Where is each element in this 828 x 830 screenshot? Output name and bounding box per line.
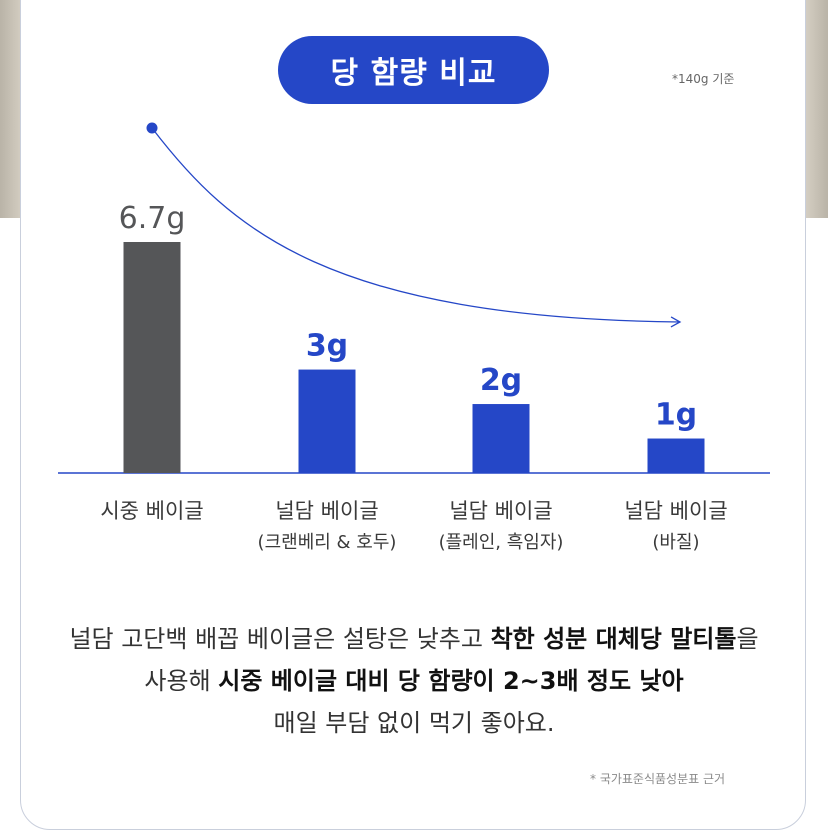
bar-3 [647, 438, 705, 473]
category-label-0: 시중 베이글 [52, 494, 252, 528]
description-text: 사용해 [144, 667, 219, 695]
category-label-3: 널담 베이글 (바질) [576, 494, 776, 558]
description-text: 을 [736, 625, 759, 653]
trend-arrow [151, 127, 682, 328]
category-label-2: 널담 베이글 (플레인, 흑임자) [401, 494, 601, 558]
value-label-1: 3g [306, 329, 348, 364]
value-label-0: 6.7g [119, 201, 186, 236]
category-name: 널담 베이글 [449, 499, 553, 523]
description-line-2: 사용해 시중 베이글 대비 당 함량이 2~3배 정도 낮아 [0, 660, 828, 702]
description-highlight: 시중 베이글 대비 당 함량이 2~3배 정도 낮아 [218, 667, 684, 695]
value-label-3: 1g [655, 398, 697, 433]
description-line-3: 매일 부담 없이 먹기 좋아요. [273, 709, 555, 737]
bars-group [123, 242, 705, 473]
category-subname: (플레인, 흑임자) [438, 532, 564, 553]
description-highlight: 착한 성분 대체당 말티톨 [490, 625, 737, 653]
category-label-1: 널담 베이글 (크랜베리 & 호두) [227, 494, 427, 558]
category-name: 널담 베이글 [624, 499, 728, 523]
description: 널담 고단백 배꼽 베이글은 설탕은 낮추고 착한 성분 대체당 말티톨을 사용… [0, 618, 828, 744]
bar-2 [472, 404, 530, 473]
category-name: 널담 베이글 [275, 499, 379, 523]
value-labels-group: 6.7g 3g 2g 1g [119, 201, 698, 433]
category-subname: (크랜베리 & 호두) [257, 532, 397, 553]
description-line-1: 널담 고단백 배꼽 베이글은 설탕은 낮추고 착한 성분 대체당 말티톨을 [0, 618, 828, 660]
source-note: * 국가표준식품성분표 근거 [590, 772, 726, 786]
bar-0 [123, 242, 181, 473]
description-text: 널담 고단백 배꼽 베이글은 설탕은 낮추고 [69, 625, 491, 653]
chart-area: 6.7g 3g 2g 1g [58, 122, 770, 474]
category-name: 시중 베이글 [100, 499, 204, 523]
basis-note: *140g 기준 [672, 72, 735, 86]
value-label-2: 2g [480, 363, 522, 398]
bar-1 [298, 369, 356, 473]
chart-title: 당 함량 비교 [278, 36, 549, 104]
category-subname: (바질) [652, 532, 700, 553]
